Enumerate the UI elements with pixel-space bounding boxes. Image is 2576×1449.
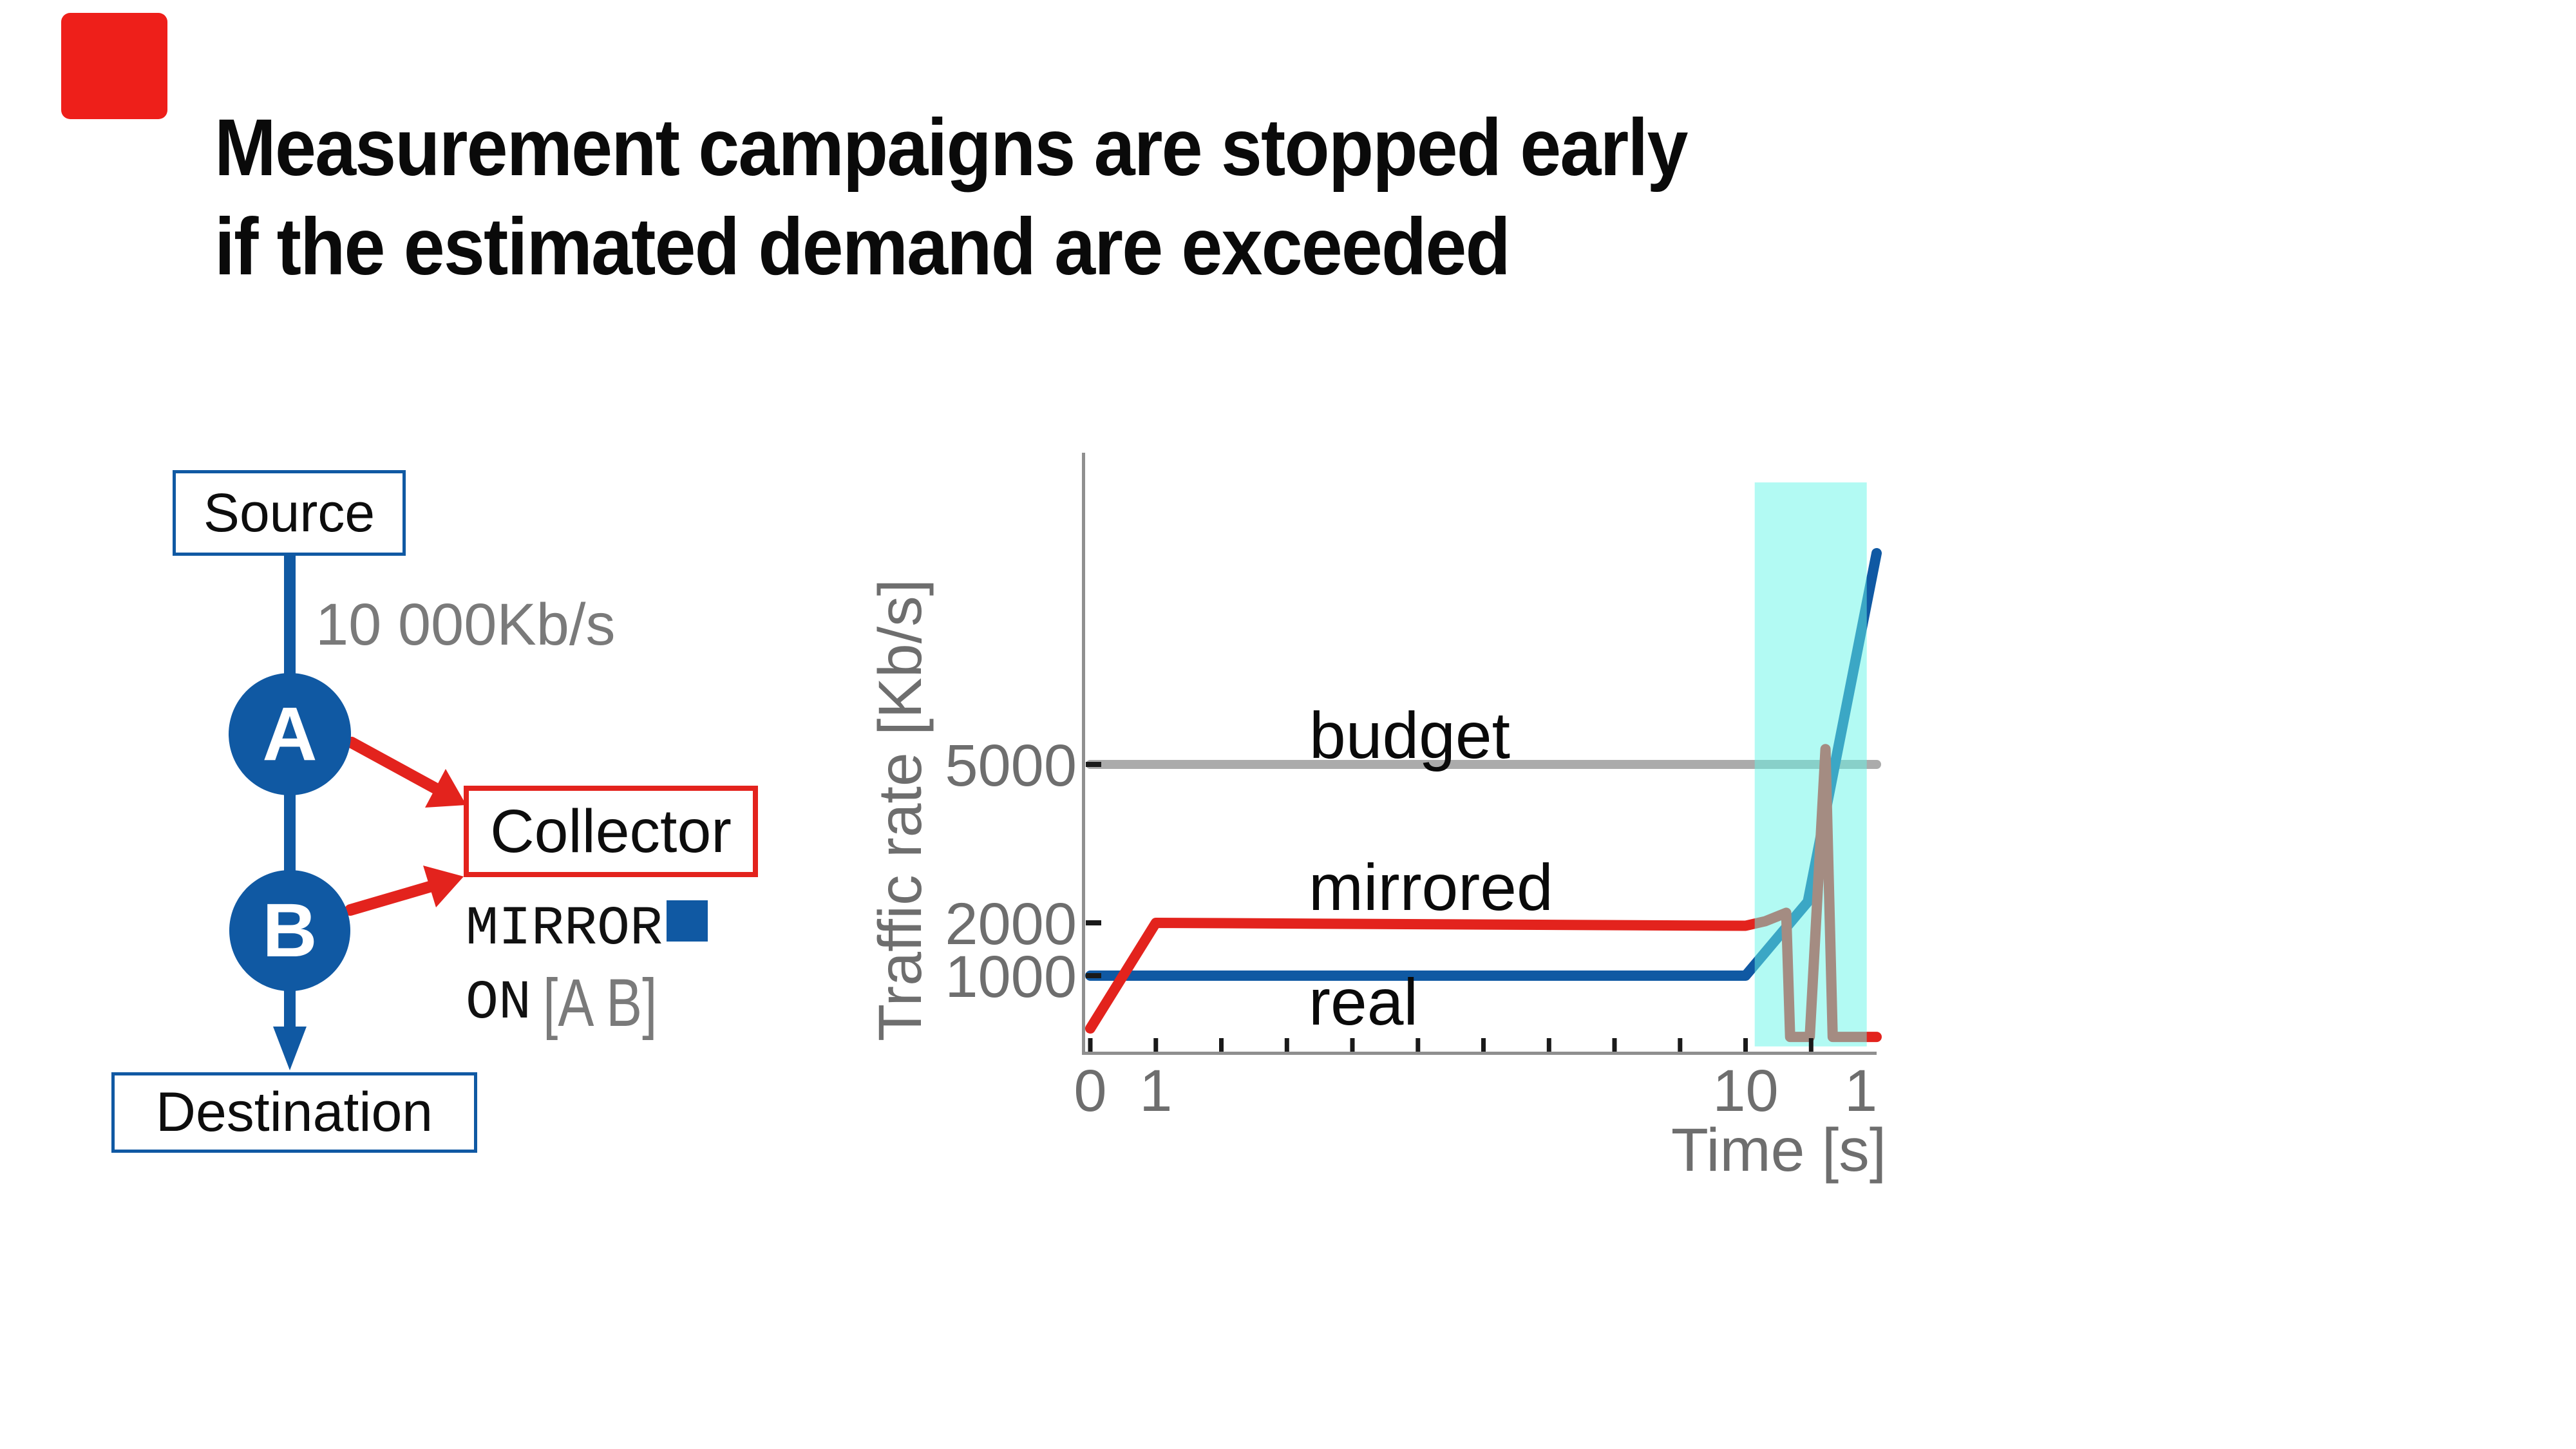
series-label-mirrored: mirrored xyxy=(1309,851,1553,924)
arrowhead-to-destination-icon xyxy=(273,1027,307,1070)
mirror-arrow-a-shaft xyxy=(346,737,441,794)
x-tick xyxy=(1546,1038,1551,1052)
destination-node: Destination xyxy=(111,1072,477,1153)
x-tick-label: 0 xyxy=(1074,1058,1106,1124)
y-tick-label: 5000 xyxy=(945,733,1077,799)
y-tick xyxy=(1086,920,1101,925)
mirror-arrow-a-head-icon xyxy=(425,769,466,808)
x-tick xyxy=(1678,1038,1683,1052)
x-tick xyxy=(1153,1038,1159,1052)
x-axis-title: Time [s] xyxy=(1671,1116,1886,1184)
y-tick xyxy=(1086,762,1101,767)
on-keyword: ON xyxy=(466,972,532,1034)
switch-node-a: A xyxy=(229,673,351,795)
collector-node: Collector xyxy=(464,786,758,877)
y-tick-label: 1000 xyxy=(945,944,1077,1010)
page-title-line1: Measurement campaigns are stopped early xyxy=(214,103,1688,193)
x-tick xyxy=(1808,1038,1814,1052)
mirror-arrow-b-head-icon xyxy=(423,866,464,907)
switch-node-b-label: B xyxy=(262,888,317,973)
switch-node-b: B xyxy=(229,870,350,991)
x-tick-label: 10 xyxy=(1712,1058,1778,1124)
x-tick xyxy=(1284,1038,1289,1052)
x-tick xyxy=(1416,1038,1421,1052)
x-tick xyxy=(1350,1038,1355,1052)
link-rate-label: 10 000Kb/s xyxy=(316,592,616,658)
x-tick xyxy=(1219,1038,1224,1052)
x-tick-label: 1 xyxy=(1139,1058,1172,1124)
destination-node-label: Destination xyxy=(155,1081,433,1143)
slide-corner-mark xyxy=(61,13,167,119)
page-title: Measurement campaigns are stopped early … xyxy=(214,99,1688,297)
source-node: Source xyxy=(173,470,406,556)
y-tick xyxy=(1086,973,1101,978)
stopped-campaign-highlight xyxy=(1754,482,1867,1046)
source-node-label: Source xyxy=(203,482,375,543)
y-axis-title: Traffic rate [Kb/s] xyxy=(866,579,934,1041)
y-tick-label: 2000 xyxy=(945,891,1077,957)
mirror-arrow-b-shaft xyxy=(345,881,435,916)
x-tick xyxy=(1088,1038,1093,1052)
mirror-flag-icon xyxy=(667,900,708,942)
x-tick-label: 1 xyxy=(1844,1058,1877,1124)
on-arguments: [A B] xyxy=(543,965,658,1041)
x-tick xyxy=(1481,1038,1486,1052)
x-tick xyxy=(1612,1038,1617,1052)
x-axis-line xyxy=(1082,1052,1877,1055)
collector-node-label: Collector xyxy=(490,797,732,866)
y-axis-line xyxy=(1082,453,1085,1055)
x-tick xyxy=(1743,1038,1748,1052)
series-label-real: real xyxy=(1309,965,1418,1039)
mirror-keyword: MIRROR xyxy=(466,898,663,960)
series-label-budget: budget xyxy=(1309,699,1510,772)
switch-node-a-label: A xyxy=(262,692,317,777)
page-title-line2: if the estimated demand are exceeded xyxy=(214,202,1511,292)
